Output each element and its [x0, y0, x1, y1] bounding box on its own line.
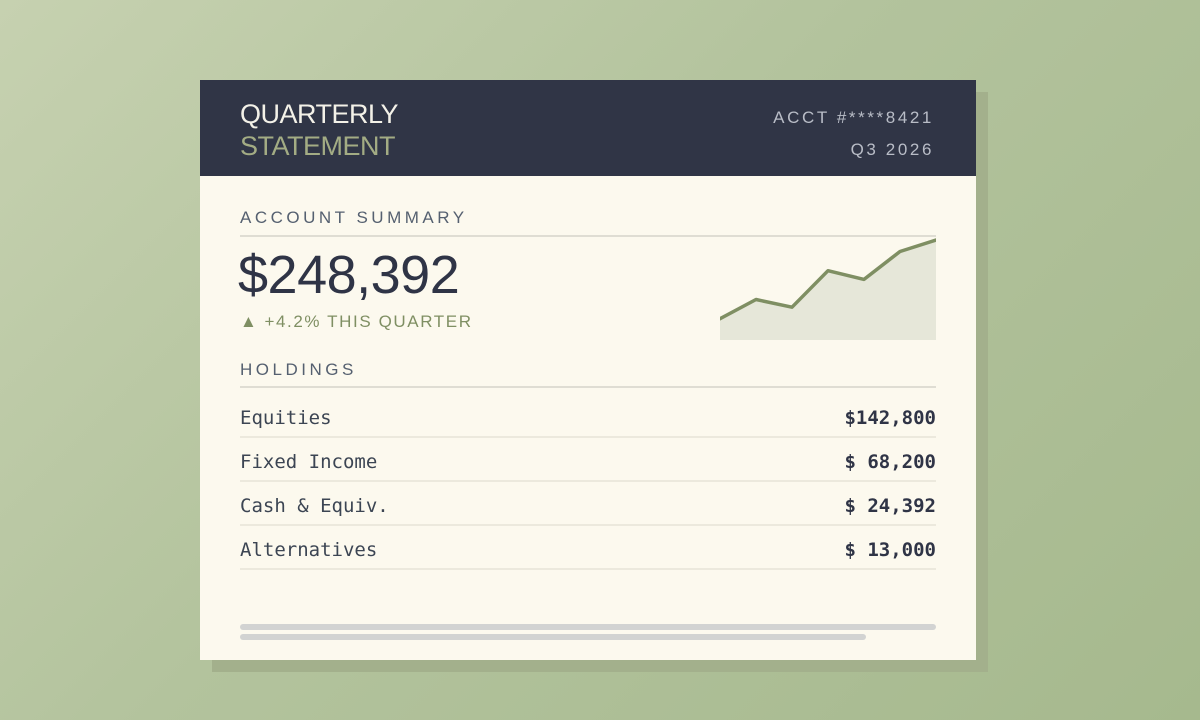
holding-name: Alternatives — [240, 539, 378, 561]
quarter-change: ▲ +4.2% THIS QUARTER — [240, 312, 473, 332]
holding-value: $ 13,000 — [844, 539, 936, 561]
holding-row-equities: Equities $142,800 — [240, 394, 936, 438]
statement-header: QUARTERLY STATEMENT ACCT #****8421 Q3 20… — [200, 80, 976, 176]
summary-divider — [240, 235, 936, 237]
footer-placeholder-bar-short — [240, 634, 866, 640]
holdings-heading: HOLDINGS — [240, 360, 357, 379]
holdings-divider — [240, 386, 936, 388]
statement-card: QUARTERLY STATEMENT ACCT #****8421 Q3 20… — [200, 80, 976, 660]
sparkline-area — [720, 240, 936, 340]
trend-up-icon: ▲ — [240, 312, 259, 331]
holding-value: $ 24,392 — [844, 495, 936, 517]
account-summary-heading: ACCOUNT SUMMARY — [240, 208, 468, 227]
holding-name: Equities — [240, 407, 332, 429]
holding-name: Fixed Income — [240, 451, 378, 473]
sparkline-line — [720, 238, 936, 321]
holding-row-alternatives: Alternatives $ 13,000 — [240, 526, 936, 570]
total-balance: $248,392 — [238, 245, 460, 305]
holding-value: $142,800 — [844, 407, 936, 429]
holding-name: Cash & Equiv. — [240, 495, 389, 517]
holding-row-cash: Cash & Equiv. $ 24,392 — [240, 482, 936, 526]
quarter-change-label: +4.2% THIS QUARTER — [264, 312, 473, 331]
account-number: ACCT #****8421 — [773, 108, 934, 127]
statement-title-line1: QUARTERLY — [240, 99, 399, 129]
statement-title-line2: STATEMENT — [240, 131, 396, 161]
statement-period: Q3 2026 — [850, 140, 934, 159]
balance-sparkline — [720, 238, 936, 340]
holding-value: $ 68,200 — [844, 451, 936, 473]
footer-placeholder-bar — [240, 624, 936, 630]
holding-row-fixed-income: Fixed Income $ 68,200 — [240, 438, 936, 482]
